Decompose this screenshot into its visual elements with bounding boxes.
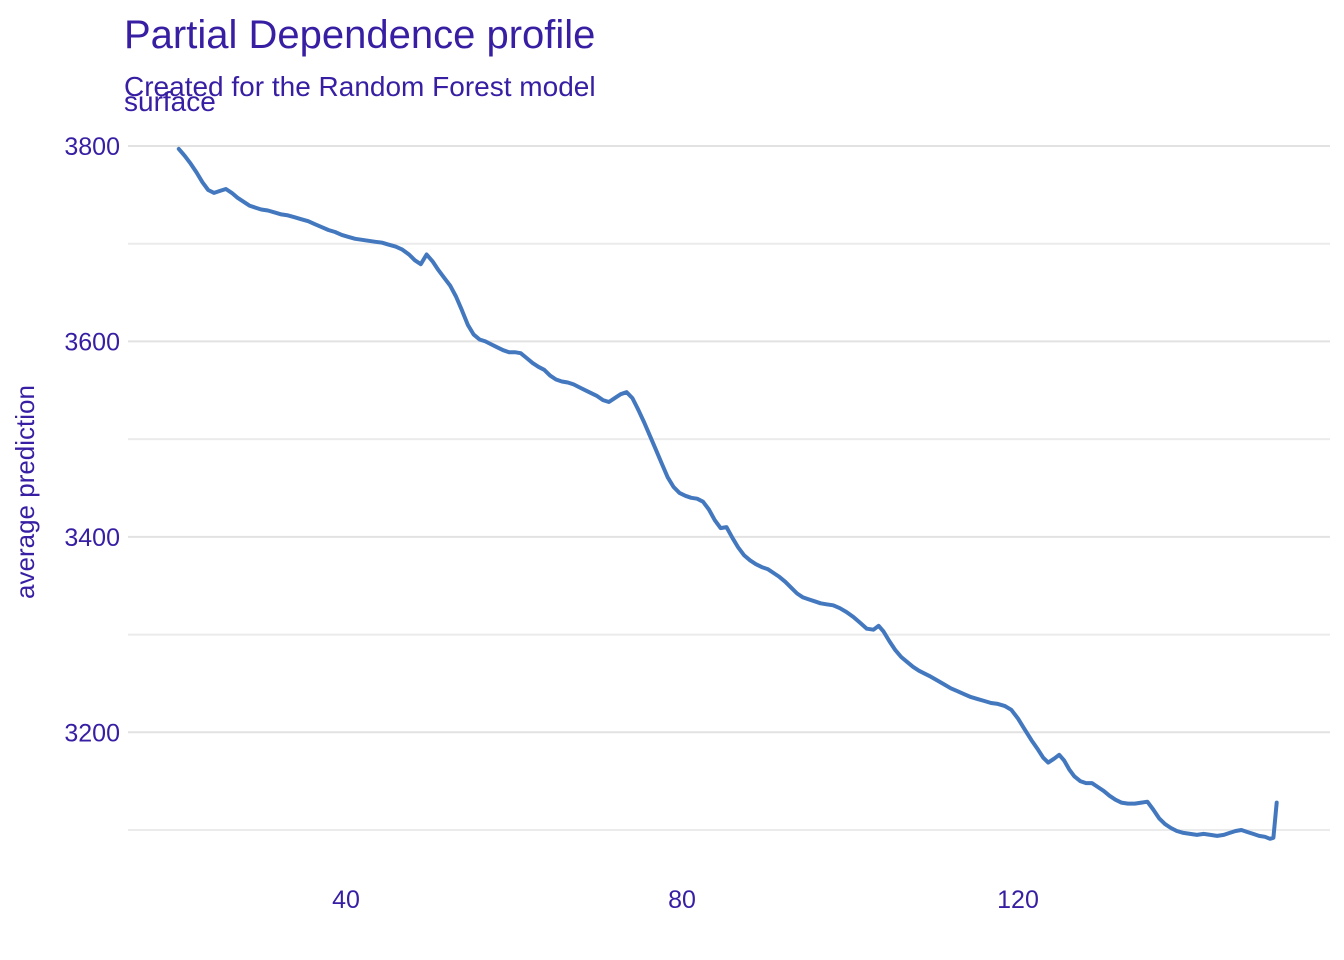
- chart-subtitle: Created for the Random Forest model: [124, 71, 596, 102]
- y-axis-title: average prediction: [10, 385, 40, 599]
- y-tick-label: 3600: [64, 328, 120, 356]
- x-tick-label: 80: [668, 886, 696, 914]
- facet-strip-label: surface: [124, 86, 216, 117]
- y-tick-label: 3800: [64, 133, 120, 161]
- partial-dependence-line: [176, 146, 1279, 841]
- y-tick-label: 3400: [64, 524, 120, 552]
- x-tick-label: 40: [332, 886, 360, 914]
- chart-title: Partial Dependence profile: [124, 13, 596, 57]
- y-tick-label: 3200: [64, 719, 120, 747]
- x-tick-label: 120: [997, 886, 1039, 914]
